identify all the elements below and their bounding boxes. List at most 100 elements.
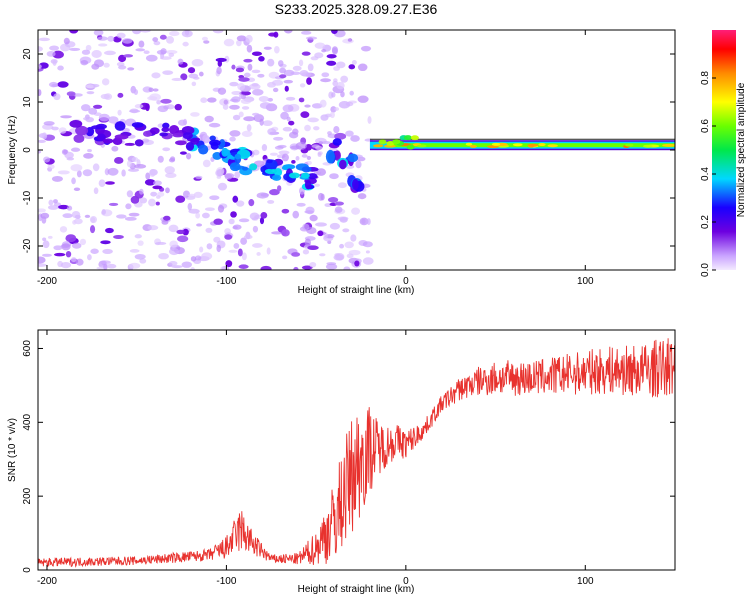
noise-blob [154, 241, 167, 245]
noise-blob [38, 63, 42, 70]
noise-blob [304, 104, 311, 108]
noise-blob [92, 104, 103, 109]
noise-blob [301, 72, 312, 77]
noise-blob [139, 197, 148, 204]
noise-blob [188, 193, 196, 198]
noise-blob [280, 111, 289, 120]
noise-blob [273, 31, 279, 38]
noise-blob [240, 98, 252, 105]
snr-series-line [38, 338, 675, 568]
band-hotspot [386, 140, 395, 146]
ridge-blob [134, 139, 144, 147]
noise-blob [229, 130, 241, 137]
ridge-blob [172, 132, 184, 138]
noise-blob [301, 154, 308, 158]
noise-blob [159, 34, 167, 40]
ridge-blob [185, 141, 195, 151]
noise-blob [317, 152, 322, 157]
spectrogram-xtick-label: 100 [577, 276, 594, 287]
noise-blob [38, 263, 47, 267]
noise-blob [359, 217, 369, 226]
noise-blob [201, 36, 208, 41]
noise-blob [362, 257, 374, 265]
noise-blob [208, 122, 221, 128]
noise-blob [161, 219, 169, 225]
noise-blob [97, 36, 108, 41]
noise-blob [180, 73, 188, 81]
noise-blob [228, 218, 235, 225]
noise-blob [284, 85, 289, 92]
noise-blob [248, 83, 261, 90]
noise-blob [66, 91, 76, 97]
noise-blob [148, 198, 156, 207]
ridge-blob [301, 166, 312, 173]
noise-blob [147, 96, 158, 101]
noise-blob [314, 183, 320, 187]
noise-blob [187, 67, 196, 74]
noise-blob [168, 247, 180, 256]
noise-blob [171, 265, 183, 269]
noise-blob [188, 208, 200, 214]
noise-blob [196, 223, 203, 227]
noise-blob [367, 116, 372, 124]
noise-blob [49, 45, 60, 51]
noise-blob [60, 261, 72, 269]
noise-blob [59, 226, 68, 233]
noise-blob [160, 48, 167, 55]
noise-blob [238, 218, 250, 223]
noise-blob [83, 117, 90, 121]
spectrogram-xtick-label: 0 [403, 276, 409, 287]
snr-x-ticks: -200 -100 0 100 [37, 330, 594, 587]
noise-blob [108, 202, 119, 207]
noise-blob [293, 266, 299, 270]
noise-blob [114, 157, 124, 164]
noise-blob [230, 211, 237, 218]
snr-panel: -200 -100 0 100 0 200 400 600 Height of straig… [7, 329, 676, 595]
ridge-blob [325, 149, 335, 164]
noise-blob [105, 227, 114, 234]
noise-blob [272, 87, 279, 93]
noise-blob [355, 160, 362, 169]
noise-blob [274, 145, 284, 150]
noise-blob [124, 216, 137, 221]
noise-blob [131, 156, 139, 163]
noise-blob [259, 217, 265, 225]
noise-blob [181, 261, 192, 268]
noise-blob [283, 69, 295, 77]
noise-blob [150, 191, 158, 197]
noise-blob [157, 105, 169, 113]
ridge-blob [221, 147, 229, 157]
noise-blob [193, 76, 200, 80]
noise-blob [283, 30, 293, 34]
noise-blob [93, 59, 105, 68]
noise-blob [66, 205, 73, 211]
noise-blob [216, 244, 222, 253]
noise-blob [168, 261, 178, 266]
noise-blob [71, 177, 76, 185]
noise-blob [118, 65, 127, 70]
noise-blob [209, 195, 220, 201]
ridge-blob [209, 135, 216, 141]
noise-blob [62, 213, 73, 219]
noise-blob [72, 220, 77, 225]
band-hotspot [410, 135, 419, 141]
noise-blob [301, 265, 313, 270]
ridge-blob [304, 180, 312, 190]
noise-blob [133, 89, 139, 96]
noise-blob [301, 30, 312, 35]
noise-blob [267, 128, 277, 136]
noise-blob [179, 151, 187, 155]
noise-blob [333, 125, 340, 134]
noise-blob [135, 48, 146, 52]
noise-blob [329, 173, 339, 180]
noise-blob [334, 206, 343, 213]
noise-blob [342, 38, 354, 44]
noise-blob [238, 77, 250, 82]
noise-blob [144, 179, 156, 186]
noise-blob [111, 145, 119, 152]
noise-blob [155, 195, 161, 199]
band-hotspot [625, 143, 634, 147]
noise-blob [93, 30, 104, 36]
noise-blob [138, 40, 145, 48]
noise-blob [306, 155, 312, 161]
